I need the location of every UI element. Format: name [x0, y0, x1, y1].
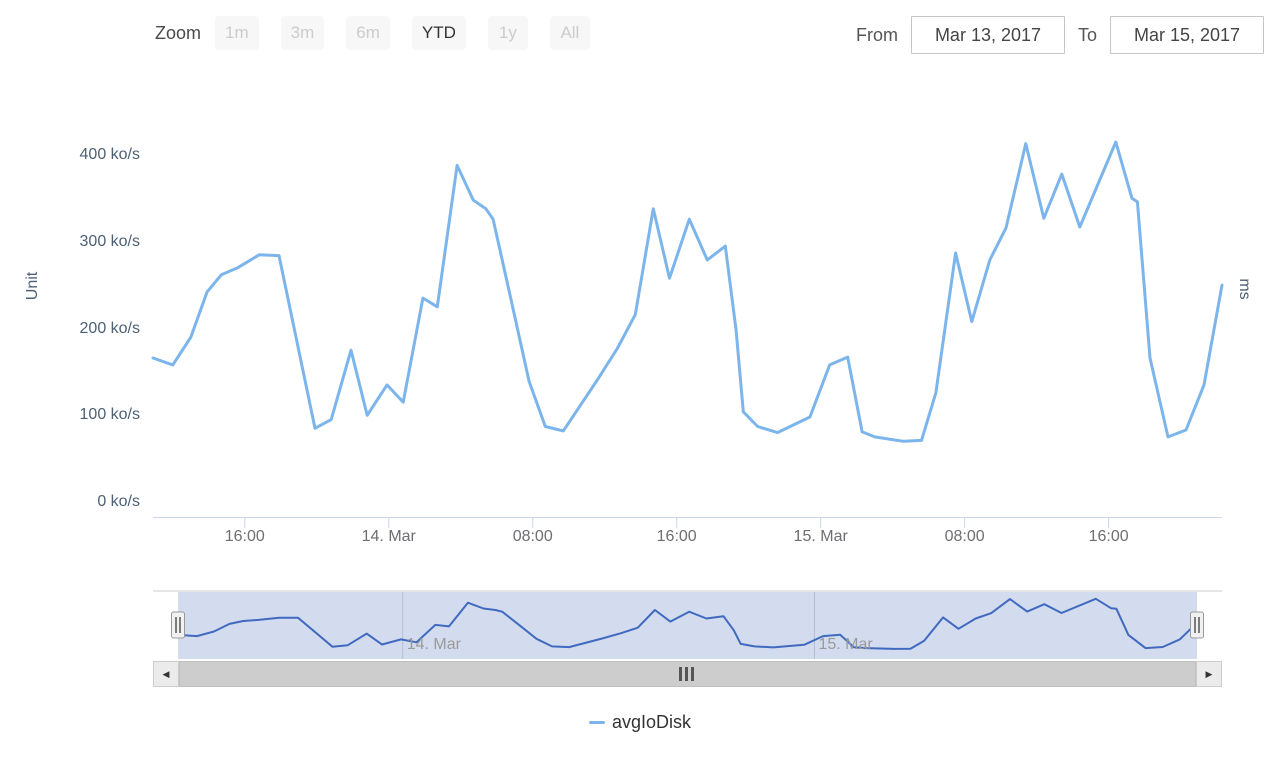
navigator-label-0: 14. Mar: [406, 636, 461, 653]
zoom-button-3m[interactable]: 3m: [280, 16, 325, 50]
x-axis-label-5: 08:00: [944, 528, 985, 545]
scrollbar-right-button[interactable]: ▶: [1196, 661, 1222, 687]
x-axis-label-0: 16:00: [224, 528, 265, 545]
y-axis-label-4: 400 ko/s: [79, 146, 140, 163]
to-date-input[interactable]: [1110, 16, 1264, 54]
from-label: From: [855, 24, 898, 45]
scrollbar-thumb[interactable]: [179, 661, 1196, 687]
y-axis-label-3: 300 ko/s: [79, 232, 140, 250]
range-selector: Zoom 1m 3m 6m YTD 1y All: [155, 15, 590, 51]
y-axis-title-left: Unit: [24, 271, 41, 301]
x-axis-label-1: 14. Mar: [361, 528, 416, 545]
zoom-label: Zoom: [155, 22, 202, 43]
to-label: To: [1077, 24, 1097, 45]
legend-line-swatch: [588, 721, 605, 724]
zoom-button-all[interactable]: All: [549, 16, 590, 50]
x-axis-label-3: 16:00: [656, 528, 697, 545]
from-date-input[interactable]: [910, 16, 1065, 54]
legend-item-avgiodisk[interactable]: avgIoDisk: [0, 712, 1280, 733]
series-line-avgiodisk: [151, 140, 1224, 443]
legend-label: avgIoDisk: [611, 712, 692, 732]
y-axis-label-1: 100 ko/s: [79, 406, 140, 424]
scrollbar-rivet: [679, 667, 694, 681]
zoom-button-1y[interactable]: 1y: [487, 16, 528, 50]
zoom-button-group: 1m 3m 6m YTD 1y All: [215, 16, 590, 50]
navigator-handle-right[interactable]: [1190, 611, 1204, 639]
y-axis-label-0: 0 ko/s: [97, 493, 140, 510]
scroll-left-icon: ◀: [162, 668, 170, 679]
x-axis-label-4: 15. Mar: [793, 528, 848, 545]
scroll-right-icon: ▶: [1205, 668, 1213, 679]
y-axis-label-2: 200 ko/s: [79, 319, 140, 337]
scrollbar-left-button[interactable]: ◀: [153, 661, 179, 687]
x-axis-label-6: 16:00: [1088, 528, 1129, 545]
zoom-button-ytd[interactable]: YTD: [411, 16, 466, 50]
zoom-button-1m[interactable]: 1m: [215, 16, 259, 50]
chart-canvas: [151, 140, 1224, 659]
x-axis-label-2: 08:00: [512, 528, 553, 545]
zoom-button-6m[interactable]: 6m: [346, 16, 390, 50]
navigator-handle-left[interactable]: [171, 611, 185, 639]
navigator-mask[interactable]: [178, 592, 1197, 659]
navigator-series-line: [177, 597, 1198, 650]
navigator-label-1: 15. Mar: [818, 636, 873, 653]
y-axis-title-right: ms: [1236, 278, 1253, 300]
date-range-inputs: From To: [843, 15, 1264, 55]
